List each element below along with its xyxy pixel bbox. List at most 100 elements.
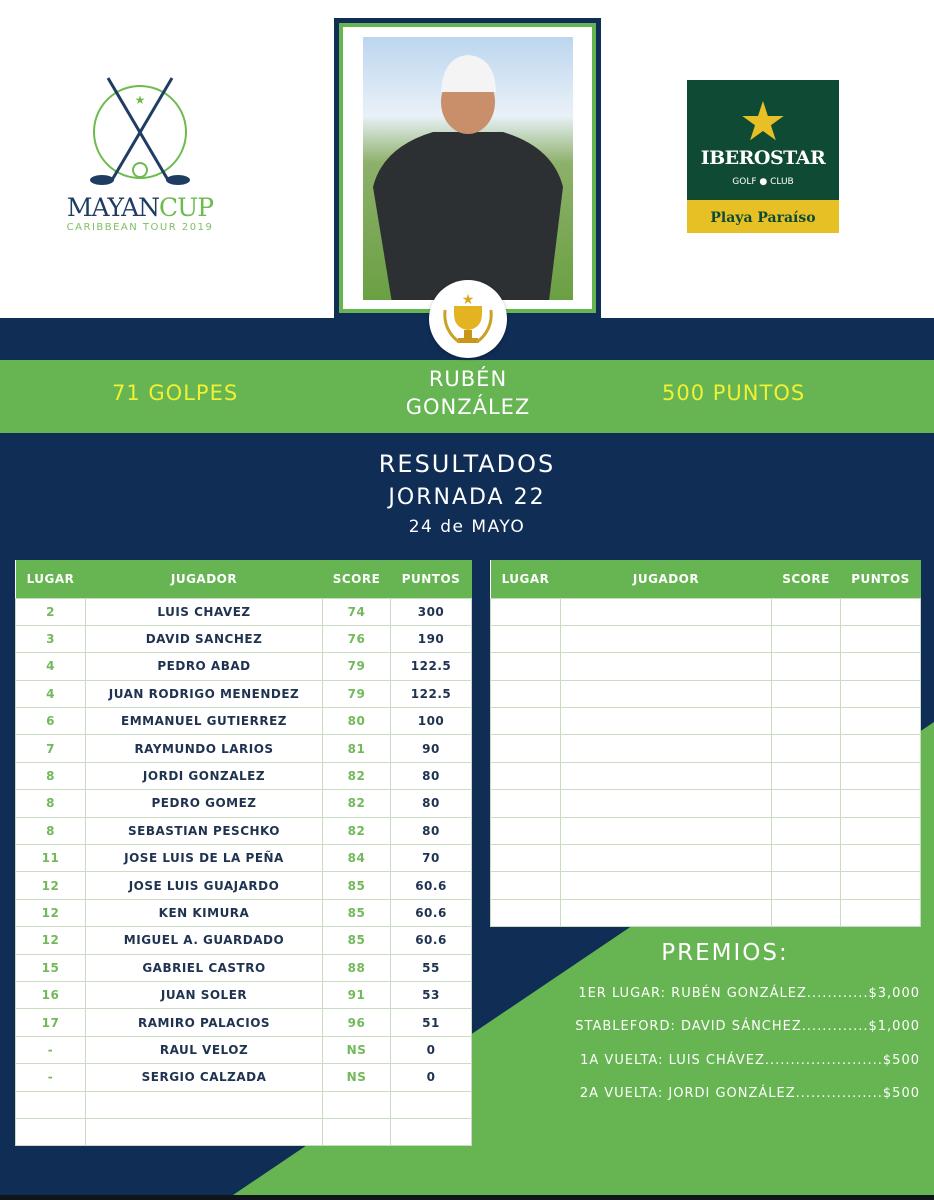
- trophy-icon: ★: [443, 292, 493, 344]
- svg-text:★: ★: [462, 292, 475, 308]
- cell-jugador: MIGUEL A. GUARDADO: [85, 926, 323, 955]
- cell-lugar: [15, 1117, 86, 1147]
- table-row: [490, 597, 921, 626]
- cell-puntos: 0: [390, 1035, 472, 1065]
- winner-points: 500 PUNTOS: [662, 381, 806, 405]
- cell-puntos: 300: [390, 597, 472, 626]
- table-row: [490, 871, 921, 900]
- empty-cell: [840, 707, 921, 736]
- crossed-clubs-icon: ★: [90, 77, 190, 185]
- empty-cell: [840, 898, 921, 928]
- col-jugador: JUGADOR: [560, 560, 772, 598]
- empty-cell: [560, 898, 772, 928]
- empty-cell: [560, 871, 772, 900]
- cell-puntos: 60.6: [390, 871, 472, 900]
- results-table-2: LUGAR JUGADOR SCORE PUNTOS: [490, 560, 921, 928]
- cell-puntos: 70: [390, 844, 472, 873]
- empty-cell: [840, 816, 921, 846]
- cell-score: 82: [322, 789, 391, 818]
- table-row: [15, 1117, 472, 1147]
- table-row: [490, 707, 921, 736]
- empty-cell: [840, 734, 921, 763]
- table-row: 2 LUIS CHAVEZ 74 300: [15, 597, 472, 626]
- col-score: SCORE: [322, 560, 391, 598]
- cell-lugar: 12: [15, 926, 86, 955]
- cell-lugar: 15: [15, 953, 86, 982]
- cell-puntos: 122.5: [390, 652, 472, 681]
- empty-cell: [840, 597, 921, 626]
- cell-lugar: -: [15, 1063, 86, 1092]
- cell-lugar: 8: [15, 789, 86, 818]
- prize-item: 1ER LUGAR: RUBÉN GONZÁLEZ............$3,…: [578, 986, 920, 1001]
- empty-cell: [840, 844, 921, 873]
- cell-puntos: 60.6: [390, 926, 472, 955]
- empty-cell: [771, 816, 841, 846]
- cell-score: 96: [322, 1008, 391, 1037]
- empty-cell: [560, 734, 772, 763]
- cell-jugador: PEDRO GOMEZ: [85, 789, 323, 818]
- mayan-cup-subtitle: CARIBBEAN TOUR 2019: [66, 222, 214, 233]
- empty-cell: [771, 652, 841, 681]
- iberostar-location: Playa Paraíso: [687, 200, 839, 233]
- cell-score: 79: [322, 652, 391, 681]
- empty-cell: [560, 597, 772, 626]
- cell-score: 85: [322, 926, 391, 955]
- mayan-cup-wordmark: MAYANCUP: [66, 193, 214, 222]
- cell-puntos: 80: [390, 816, 472, 846]
- cell-score: 85: [322, 898, 391, 928]
- cell-lugar: 12: [15, 898, 86, 928]
- cell-score: 74: [322, 597, 391, 626]
- empty-cell: [840, 761, 921, 791]
- iberostar-logo: ★ IBEROSTAR GOLF ● CLUB Playa Paraíso: [687, 80, 839, 233]
- empty-cell: [560, 679, 772, 709]
- cell-puntos: 190: [390, 624, 472, 654]
- cell-jugador: JUAN RODRIGO MENENDEZ: [85, 679, 323, 709]
- table-row: [490, 624, 921, 654]
- results-table: LUGAR JUGADOR SCORE PUNTOS 2 LUIS CHAVEZ 7…: [15, 560, 472, 1147]
- cell-puntos: 0: [390, 1063, 472, 1092]
- table-row: [490, 761, 921, 791]
- cell-jugador: JOSE LUIS DE LA PEÑA: [85, 844, 323, 873]
- prize-item: STABLEFORD: DAVID SÁNCHEZ.............$1…: [575, 1019, 920, 1034]
- empty-cell: [490, 597, 561, 626]
- cell-jugador: [85, 1090, 323, 1119]
- iberostar-name: IBEROSTAR: [700, 147, 826, 169]
- cell-puntos: 51: [390, 1008, 472, 1037]
- empty-cell: [771, 597, 841, 626]
- empty-cell: [560, 761, 772, 791]
- table-row: [490, 734, 921, 763]
- empty-cell: [490, 816, 561, 846]
- table-row: 16 JUAN SOLER 91 53: [15, 980, 472, 1010]
- empty-cell: [771, 761, 841, 791]
- cell-lugar: -: [15, 1035, 86, 1065]
- table-row: 12 KEN KIMURA 85 60.6: [15, 898, 472, 928]
- col-score: SCORE: [771, 560, 841, 598]
- cell-puntos: 53: [390, 980, 472, 1010]
- cell-lugar: 17: [15, 1008, 86, 1037]
- round-label: JORNADA 22: [388, 485, 546, 510]
- table-row: [15, 1090, 472, 1119]
- table-row: [490, 652, 921, 681]
- col-jugador: JUGADOR: [85, 560, 323, 598]
- prizes-title: PREMIOS:: [661, 940, 789, 966]
- empty-cell: [840, 652, 921, 681]
- cell-score: [322, 1090, 391, 1119]
- table-row: [490, 789, 921, 818]
- cell-score: 88: [322, 953, 391, 982]
- cell-jugador: GABRIEL CASTRO: [85, 953, 323, 982]
- cell-score: 82: [322, 816, 391, 846]
- cell-puntos: 100: [390, 707, 472, 736]
- table-row: 12 JOSE LUIS GUAJARDO 85 60.6: [15, 871, 472, 900]
- empty-cell: [560, 816, 772, 846]
- prize-item: 1A VUELTA: LUIS CHÁVEZ..................…: [580, 1053, 920, 1068]
- empty-cell: [490, 844, 561, 873]
- cell-lugar: 6: [15, 707, 86, 736]
- empty-cell: [490, 761, 561, 791]
- table-row: 3 DAVID SANCHEZ 76 190: [15, 624, 472, 654]
- empty-cell: [771, 679, 841, 709]
- empty-cell: [490, 624, 561, 654]
- cell-score: 85: [322, 871, 391, 900]
- table-row: 7 RAYMUNDO LARIOS 81 90: [15, 734, 472, 763]
- empty-cell: [490, 679, 561, 709]
- empty-cell: [560, 789, 772, 818]
